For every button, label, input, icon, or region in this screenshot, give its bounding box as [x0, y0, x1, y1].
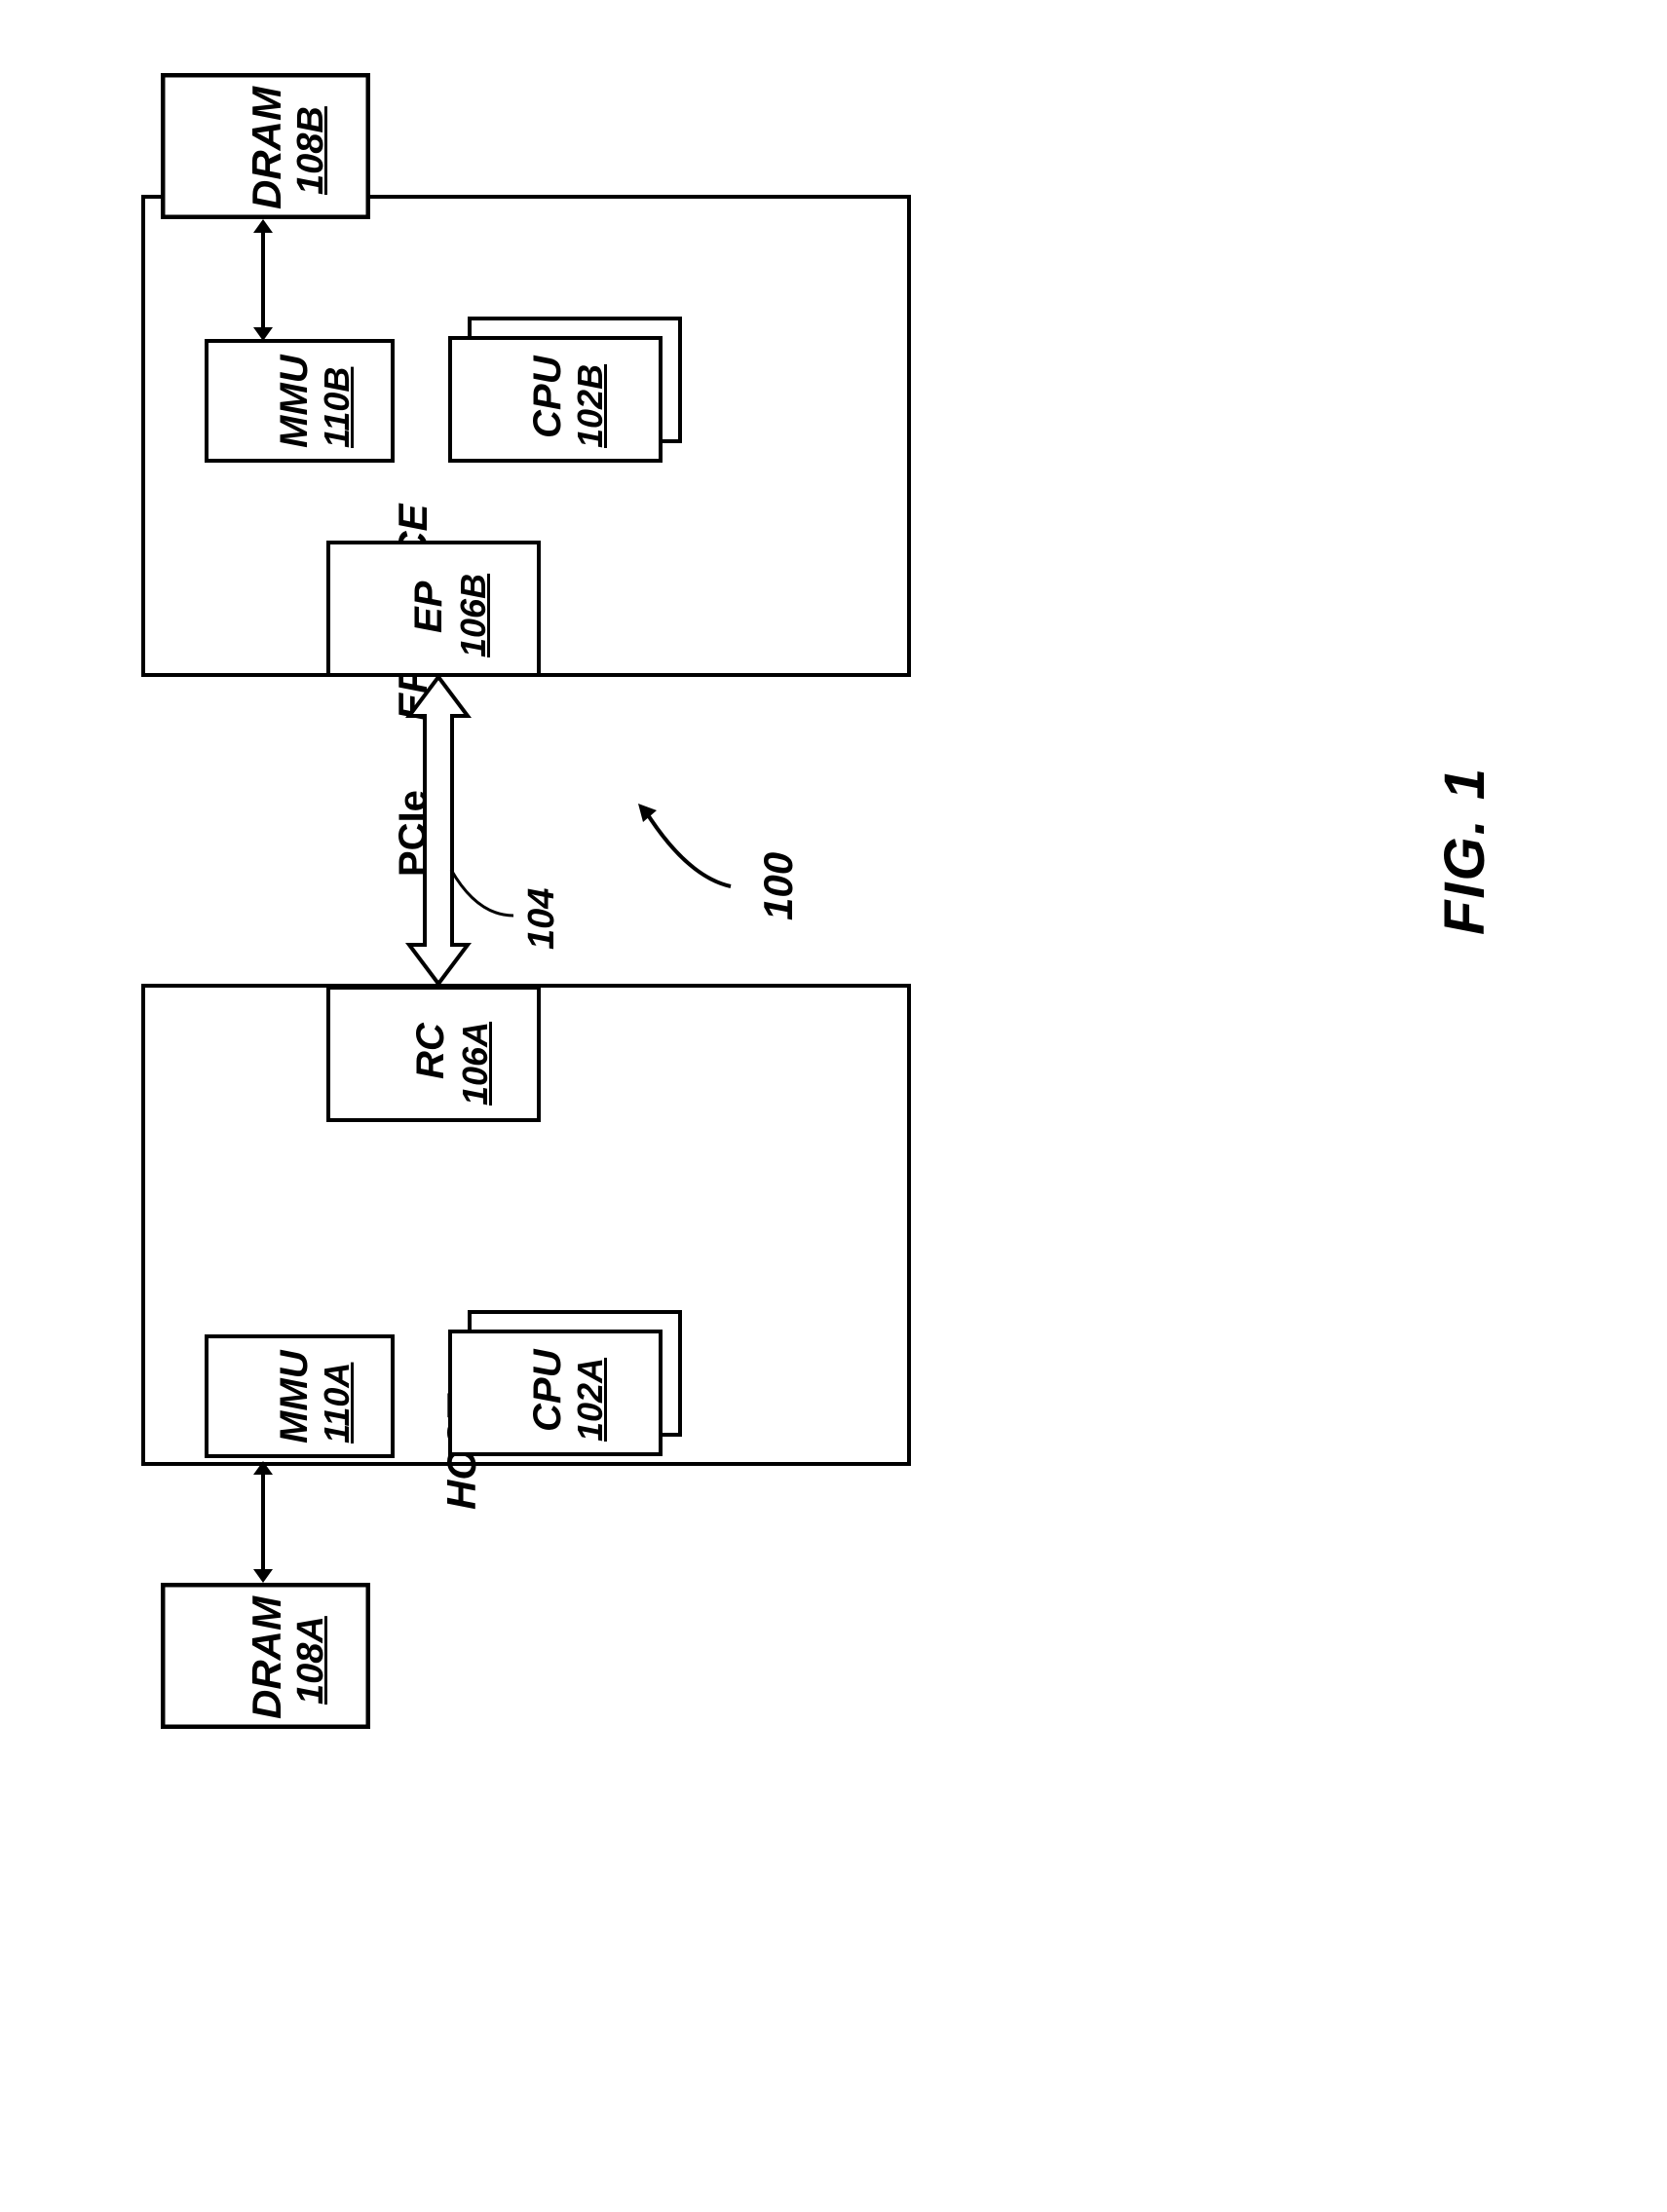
mmu-b-id: 110B	[317, 367, 358, 448]
cpu-b-title: CPU	[526, 356, 570, 438]
figure-canvas: EP DEVICE HOST DRAM 108B MMU 110B CPU 10…	[0, 0, 1667, 2212]
cpu-b-id: 102B	[570, 364, 611, 448]
cpu-a-title: CPU	[526, 1350, 570, 1432]
dram-b-link	[234, 219, 292, 341]
rc-title: RC	[409, 1023, 453, 1079]
dram-a-id: 108A	[290, 1616, 332, 1705]
figure-caption: FIG. 1	[1432, 767, 1497, 935]
pcie-id-leader	[448, 867, 516, 920]
mmu-a-id: 110A	[317, 1363, 358, 1443]
rc-id: 106A	[455, 1022, 496, 1106]
dram-b-id: 108B	[290, 106, 332, 195]
dram-b-title: DRAM	[244, 87, 290, 209]
ref-arrow	[633, 799, 740, 896]
dram-a-link	[234, 1461, 292, 1583]
ep-title: EP	[407, 581, 451, 633]
ep-id: 106B	[453, 574, 494, 657]
ref-label: 100	[755, 852, 802, 920]
mmu-b-title: MMU	[273, 355, 317, 448]
dram-a-title: DRAM	[244, 1596, 290, 1719]
cpu-a-id: 102A	[570, 1358, 611, 1442]
mmu-a-title: MMU	[273, 1350, 317, 1443]
pcie-id: 104	[521, 888, 563, 950]
pcie-label: PCIe	[392, 790, 436, 877]
